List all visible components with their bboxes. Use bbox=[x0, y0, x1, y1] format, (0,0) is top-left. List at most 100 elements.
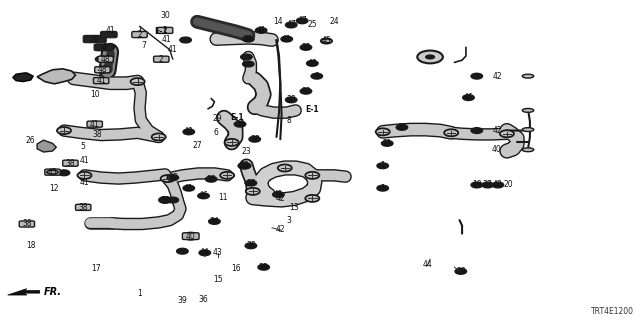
Text: 33: 33 bbox=[160, 196, 170, 204]
FancyBboxPatch shape bbox=[182, 233, 199, 239]
Text: 9: 9 bbox=[314, 72, 319, 81]
Text: 41: 41 bbox=[161, 35, 172, 44]
Text: 38: 38 bbox=[235, 120, 245, 129]
Circle shape bbox=[199, 250, 211, 256]
Text: 38: 38 bbox=[250, 135, 260, 144]
Polygon shape bbox=[37, 140, 56, 152]
Circle shape bbox=[258, 264, 269, 270]
Circle shape bbox=[177, 248, 188, 254]
Circle shape bbox=[131, 78, 145, 85]
Text: 38: 38 bbox=[92, 130, 102, 139]
Text: 47: 47 bbox=[286, 20, 296, 29]
Text: 38: 38 bbox=[206, 175, 216, 184]
Text: 14: 14 bbox=[273, 17, 284, 26]
Circle shape bbox=[159, 197, 172, 203]
Circle shape bbox=[305, 195, 319, 202]
Text: 48: 48 bbox=[307, 59, 317, 68]
Text: 6: 6 bbox=[214, 128, 219, 137]
Circle shape bbox=[285, 97, 297, 103]
Circle shape bbox=[300, 44, 312, 50]
Text: 13: 13 bbox=[289, 203, 300, 212]
Ellipse shape bbox=[522, 128, 534, 132]
Circle shape bbox=[381, 140, 393, 146]
Circle shape bbox=[305, 172, 319, 179]
Circle shape bbox=[255, 28, 267, 33]
Circle shape bbox=[198, 193, 209, 199]
Text: 18: 18 bbox=[26, 241, 35, 250]
Circle shape bbox=[296, 18, 308, 24]
Text: 48: 48 bbox=[97, 65, 108, 74]
Text: 24: 24 bbox=[329, 17, 339, 26]
Text: 47: 47 bbox=[297, 16, 307, 25]
Text: 16: 16 bbox=[230, 264, 241, 273]
Text: 44: 44 bbox=[200, 248, 210, 257]
Text: 8: 8 bbox=[287, 116, 292, 125]
Text: 2: 2 bbox=[163, 26, 168, 35]
Circle shape bbox=[103, 44, 115, 50]
Circle shape bbox=[307, 60, 318, 66]
Circle shape bbox=[425, 54, 435, 60]
Circle shape bbox=[492, 182, 504, 188]
Text: 41: 41 bbox=[90, 120, 100, 129]
Circle shape bbox=[245, 180, 257, 186]
Circle shape bbox=[243, 61, 254, 67]
Text: 41: 41 bbox=[256, 26, 266, 35]
Text: 17: 17 bbox=[91, 264, 101, 273]
Ellipse shape bbox=[321, 39, 332, 43]
Circle shape bbox=[134, 32, 145, 37]
Text: 23: 23 bbox=[241, 147, 252, 156]
Text: E-1: E-1 bbox=[230, 113, 244, 122]
FancyBboxPatch shape bbox=[63, 160, 78, 166]
Circle shape bbox=[243, 36, 254, 42]
Circle shape bbox=[444, 129, 458, 136]
FancyBboxPatch shape bbox=[93, 78, 109, 84]
Text: 4: 4 bbox=[101, 43, 106, 52]
Text: 42: 42 bbox=[275, 194, 285, 203]
Text: FR.: FR. bbox=[44, 287, 61, 297]
Text: 42: 42 bbox=[493, 126, 503, 135]
Text: 43: 43 bbox=[212, 248, 223, 257]
Circle shape bbox=[281, 36, 292, 42]
Text: 21: 21 bbox=[383, 139, 392, 148]
FancyBboxPatch shape bbox=[19, 221, 35, 227]
Circle shape bbox=[273, 192, 284, 197]
FancyBboxPatch shape bbox=[87, 121, 102, 127]
Circle shape bbox=[311, 73, 323, 79]
Circle shape bbox=[58, 170, 70, 176]
Text: 28: 28 bbox=[90, 35, 99, 44]
Text: 35: 35 bbox=[397, 123, 407, 132]
Text: 46: 46 bbox=[463, 93, 474, 102]
Circle shape bbox=[225, 139, 239, 146]
FancyBboxPatch shape bbox=[94, 44, 113, 51]
Text: 46: 46 bbox=[198, 191, 209, 200]
Text: 43: 43 bbox=[493, 180, 503, 189]
Circle shape bbox=[245, 243, 257, 249]
Ellipse shape bbox=[522, 108, 534, 112]
Text: 41: 41 bbox=[273, 190, 284, 199]
Text: 42: 42 bbox=[275, 225, 285, 234]
Text: 45: 45 bbox=[321, 36, 332, 45]
Circle shape bbox=[376, 128, 390, 135]
Text: 10: 10 bbox=[90, 90, 100, 99]
Text: 3: 3 bbox=[287, 216, 292, 225]
FancyBboxPatch shape bbox=[83, 36, 106, 43]
Circle shape bbox=[249, 136, 260, 142]
Circle shape bbox=[77, 204, 89, 210]
Polygon shape bbox=[8, 289, 40, 295]
Text: 33: 33 bbox=[239, 161, 250, 170]
Circle shape bbox=[159, 197, 171, 203]
Text: 41: 41 bbox=[282, 35, 292, 44]
Text: 38: 38 bbox=[168, 173, 178, 182]
Text: 29: 29 bbox=[212, 114, 223, 123]
Text: 38: 38 bbox=[65, 159, 76, 168]
Circle shape bbox=[77, 172, 92, 179]
Text: 32: 32 bbox=[301, 87, 311, 96]
Text: 38: 38 bbox=[286, 95, 296, 104]
Circle shape bbox=[278, 164, 292, 172]
Circle shape bbox=[241, 54, 252, 60]
FancyBboxPatch shape bbox=[157, 28, 173, 34]
Text: 38: 38 bbox=[246, 241, 256, 250]
Circle shape bbox=[238, 163, 251, 169]
Text: 7: 7 bbox=[141, 41, 147, 50]
Text: 40: 40 bbox=[186, 232, 196, 241]
